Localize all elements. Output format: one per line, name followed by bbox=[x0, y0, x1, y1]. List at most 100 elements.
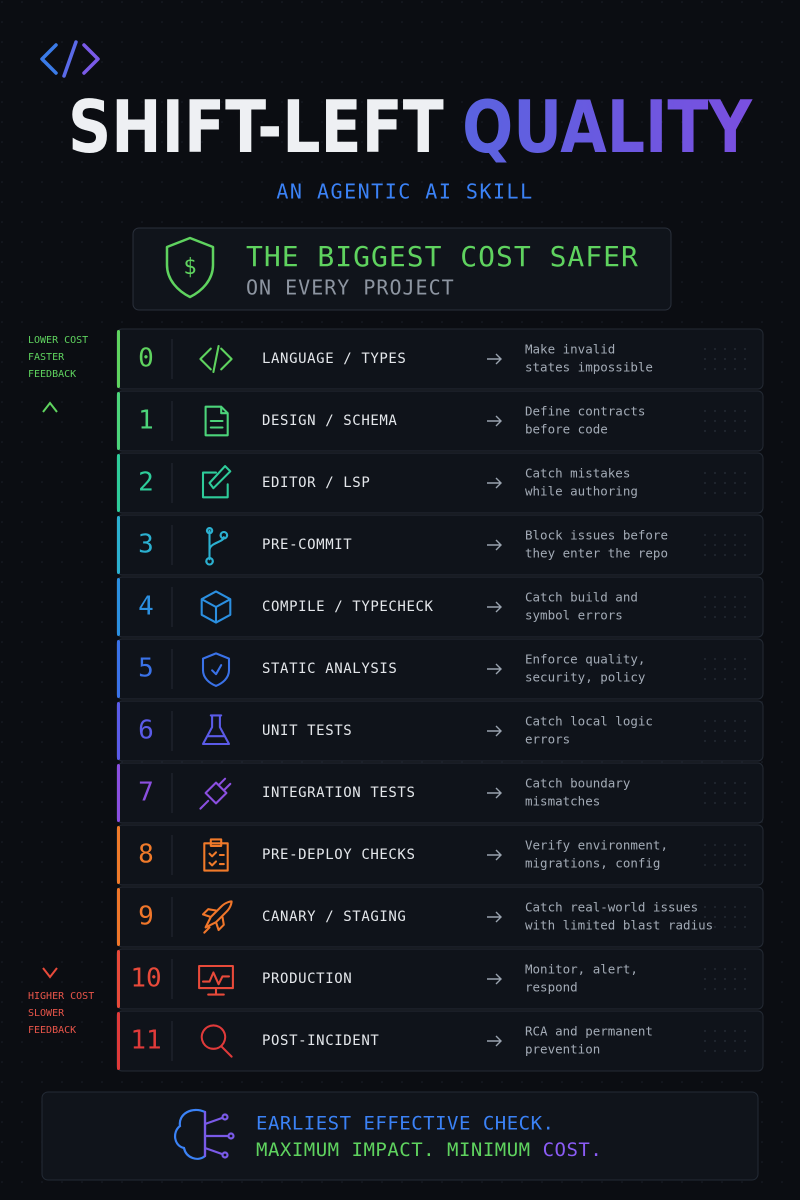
row-arrow bbox=[487, 415, 502, 427]
brain-icon bbox=[174, 1108, 235, 1160]
row-description: Catch real-world issues bbox=[525, 900, 698, 915]
row-dot bbox=[714, 916, 716, 918]
row-dot bbox=[704, 678, 706, 680]
row-dot bbox=[704, 1040, 706, 1042]
row-dot bbox=[704, 492, 706, 494]
row-dot bbox=[724, 864, 726, 866]
row-dot bbox=[734, 1030, 736, 1032]
row-dot bbox=[744, 802, 746, 804]
row-label: EDITOR / LSP bbox=[262, 475, 370, 491]
row-dot bbox=[734, 616, 736, 618]
row-dot bbox=[714, 978, 716, 980]
row-dot bbox=[744, 916, 746, 918]
row-dot bbox=[724, 730, 726, 732]
row-dot bbox=[744, 988, 746, 990]
axis-label-bottom: HIGHER COST bbox=[28, 991, 94, 1002]
row-dot bbox=[724, 410, 726, 412]
row-dot bbox=[734, 1050, 736, 1052]
row-dot bbox=[714, 368, 716, 370]
row-description: prevention bbox=[525, 1042, 600, 1057]
row-number: 9 bbox=[138, 902, 154, 932]
row-dot bbox=[724, 1050, 726, 1052]
row-accent bbox=[117, 454, 120, 512]
row-description: Make invalid bbox=[525, 342, 615, 357]
rows: 0 LANGUAGE / TYPES Make invalid states impo… bbox=[116, 328, 764, 1072]
row-icon bbox=[201, 652, 231, 687]
row-dot bbox=[714, 1030, 716, 1032]
row-icon bbox=[201, 465, 232, 499]
row-dot bbox=[704, 472, 706, 474]
row-box bbox=[116, 700, 764, 762]
banner-shield: $ bbox=[165, 236, 215, 299]
row-description: states impossible bbox=[525, 360, 653, 375]
row: 4 COMPILE / TYPECHECK Catch build and symbo… bbox=[116, 576, 764, 638]
row-dot bbox=[714, 658, 716, 660]
row-label: PRE-DEPLOY CHECKS bbox=[262, 847, 416, 863]
row-dot bbox=[704, 668, 706, 670]
row-dot bbox=[714, 410, 716, 412]
row-dot bbox=[744, 782, 746, 784]
row-arrow bbox=[487, 787, 502, 799]
row-label: STATIC ANALYSIS bbox=[262, 661, 397, 677]
row-dot bbox=[724, 1040, 726, 1042]
row-dot bbox=[724, 492, 726, 494]
row-label: PRODUCTION bbox=[262, 971, 352, 987]
row-arrow bbox=[487, 601, 502, 613]
row-dot bbox=[714, 1040, 716, 1042]
row-box bbox=[116, 762, 764, 824]
axis-label-top: LOWER COST bbox=[28, 335, 88, 346]
row-dot bbox=[704, 596, 706, 598]
row-number: 5 bbox=[138, 654, 154, 684]
row-dot bbox=[724, 978, 726, 980]
row-dot bbox=[734, 348, 736, 350]
row-arrow bbox=[487, 725, 502, 737]
row-dot bbox=[714, 802, 716, 804]
row-dot bbox=[724, 368, 726, 370]
row-dot bbox=[734, 720, 736, 722]
row-arrow bbox=[487, 849, 502, 861]
row-dot bbox=[704, 740, 706, 742]
row-dot bbox=[724, 616, 726, 618]
footer-cost: COST. bbox=[543, 1139, 603, 1161]
row: 1 DESIGN / SCHEMA Define contracts before c… bbox=[116, 390, 764, 452]
row-dot bbox=[744, 348, 746, 350]
row-dot bbox=[744, 740, 746, 742]
row-dot bbox=[704, 430, 706, 432]
row: 10 PRODUCTION Monitor, alert, respond bbox=[116, 948, 764, 1010]
row-dot bbox=[744, 492, 746, 494]
row-dot bbox=[704, 554, 706, 556]
row-dot bbox=[744, 534, 746, 536]
row-dot bbox=[734, 668, 736, 670]
row-dot bbox=[704, 802, 706, 804]
row-dot bbox=[744, 1040, 746, 1042]
footer-box bbox=[41, 1091, 759, 1181]
row-dot bbox=[734, 906, 736, 908]
row-description: errors bbox=[525, 732, 570, 747]
row-dot bbox=[714, 348, 716, 350]
row-description: Verify environment, bbox=[525, 838, 668, 853]
row-accent bbox=[117, 516, 120, 574]
row-accent bbox=[117, 764, 120, 822]
row: 8 PRE-DEPLOY CHECKS Verify environment, mig… bbox=[116, 824, 764, 886]
row-dot bbox=[714, 854, 716, 856]
row-dot bbox=[734, 410, 736, 412]
row-dot bbox=[744, 1030, 746, 1032]
row-dot bbox=[714, 792, 716, 794]
row-dot bbox=[714, 358, 716, 360]
row-dot bbox=[724, 348, 726, 350]
banner-title: THE BIGGEST COST SAFER bbox=[246, 240, 639, 273]
row-dot bbox=[744, 926, 746, 928]
row-label: UNIT TESTS bbox=[262, 723, 352, 739]
row-dot bbox=[734, 430, 736, 432]
row: 2 EDITOR / LSP Catch mistakes while authori… bbox=[116, 452, 764, 514]
row-dot bbox=[704, 606, 706, 608]
row-dot bbox=[724, 916, 726, 918]
row-number: 6 bbox=[138, 716, 154, 746]
row-description: while authoring bbox=[525, 484, 638, 499]
row-dot bbox=[704, 978, 706, 980]
row-accent bbox=[117, 640, 120, 698]
row-dot bbox=[724, 606, 726, 608]
footer-line-1: EARLIEST EFFECTIVE CHECK. bbox=[256, 1113, 554, 1135]
row-dot bbox=[744, 420, 746, 422]
